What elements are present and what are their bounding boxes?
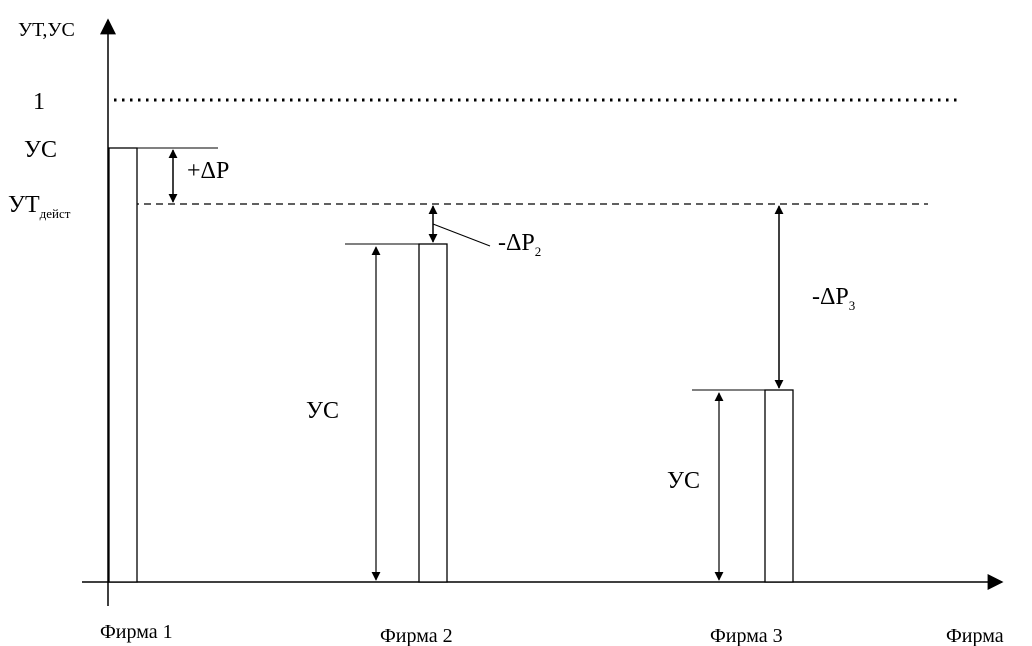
firm3-label: Фирма 3 [710, 625, 783, 646]
uc-axis-label: УС [24, 137, 57, 163]
y-axis-label: УТ,УС [18, 19, 75, 41]
firm2-bar [418, 243, 448, 583]
uc-firm3-label: УС [667, 468, 700, 494]
firm3-bar [764, 389, 794, 583]
level-one-label: 1 [33, 89, 45, 115]
firm1-bar [108, 147, 138, 583]
uc-firm2-label: УС [306, 398, 339, 424]
delta-p2-label: -ΔP2 [498, 230, 541, 259]
delta-p-label: +ΔP [187, 158, 229, 184]
delta-p3-label: -ΔP3 [812, 284, 855, 313]
delta-p2-leader [432, 223, 491, 247]
x-axis-label: Фирма [946, 625, 1004, 646]
ut-actual-label: УТдейст [8, 192, 71, 221]
firm2-label: Фирма 2 [380, 625, 453, 646]
firm1-label: Фирма 1 [100, 621, 173, 643]
